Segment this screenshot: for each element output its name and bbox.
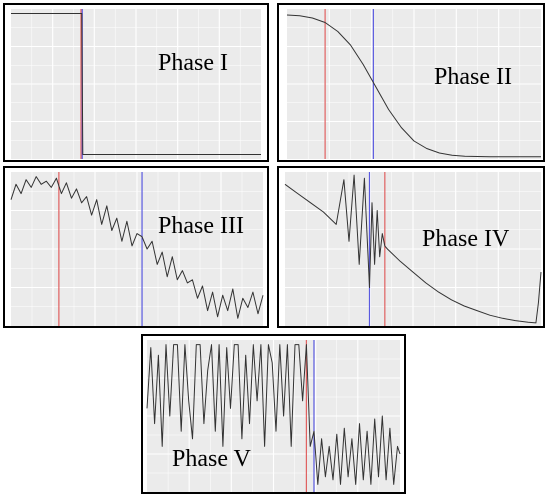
phase-i-panel [3, 3, 269, 162]
phase-iii-grid [11, 172, 263, 326]
phase-iv-plot [284, 172, 542, 326]
phase-iii-plot [10, 172, 264, 326]
phase-v-grid [147, 340, 400, 492]
phase-iv-grid [285, 172, 541, 326]
phase-iv-title: Phase IV [422, 226, 510, 252]
phase-i-series-line [11, 13, 261, 155]
phase-ii-series-line [286, 14, 541, 158]
phase-iii-panel [3, 166, 269, 328]
phase-i-title: Phase I [158, 50, 228, 76]
phase-i-grid [11, 9, 261, 159]
phase-ii-title: Phase II [434, 64, 512, 90]
phase-ii-panel [277, 3, 545, 162]
phase-iv-panel [277, 166, 545, 328]
phase-iv-series-line [284, 174, 542, 324]
phase-v-title: Phase V [172, 446, 251, 472]
phase-i-plot [11, 9, 261, 159]
phase-iii-title: Phase III [158, 213, 244, 239]
phase-ii-plot [286, 9, 541, 159]
phase-ii-grid [287, 9, 541, 159]
phase-v-series-line [146, 344, 401, 485]
phase-iii-series-line [10, 176, 264, 319]
phase-v-plot [146, 340, 401, 492]
phase-v-panel [141, 334, 406, 494]
